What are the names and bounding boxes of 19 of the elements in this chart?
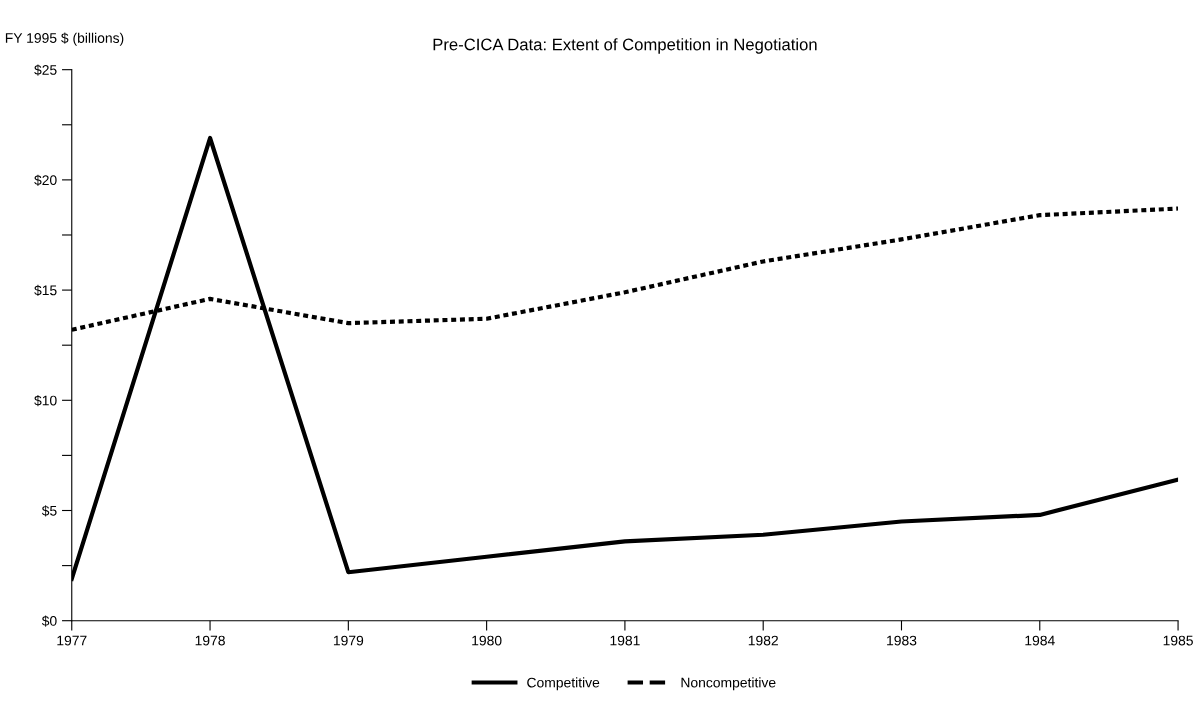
x-tick-label: 1979 — [333, 635, 364, 646]
y-tick-label: $0 — [41, 615, 57, 627]
legend-label: Noncompetitive — [681, 677, 776, 691]
y-tick-label: $25 — [34, 64, 57, 76]
legend-label: Competitive — [527, 677, 600, 691]
x-tick-label: 1978 — [195, 635, 225, 646]
y-tick-label: $15 — [34, 284, 57, 297]
x-tick-label: 1983 — [887, 635, 917, 646]
x-tick-label: 1982 — [748, 635, 778, 646]
x-tick-label: 1980 — [472, 635, 502, 646]
chart-title: Pre-CICA Data: Extent of Competition in Negotiation — [433, 38, 817, 54]
y-tick-label: $20 — [34, 174, 57, 186]
x-tick-label: 1984 — [1025, 635, 1055, 646]
y-axis-title: FY 1995 $ (billions) — [5, 32, 124, 46]
x-tick-label: 1981 — [610, 635, 640, 646]
x-tick-label: 1985 — [1163, 635, 1193, 646]
y-tick-label: $5 — [41, 505, 57, 517]
x-tick-label: 1977 — [57, 635, 87, 646]
y-tick-label: $10 — [34, 395, 57, 407]
